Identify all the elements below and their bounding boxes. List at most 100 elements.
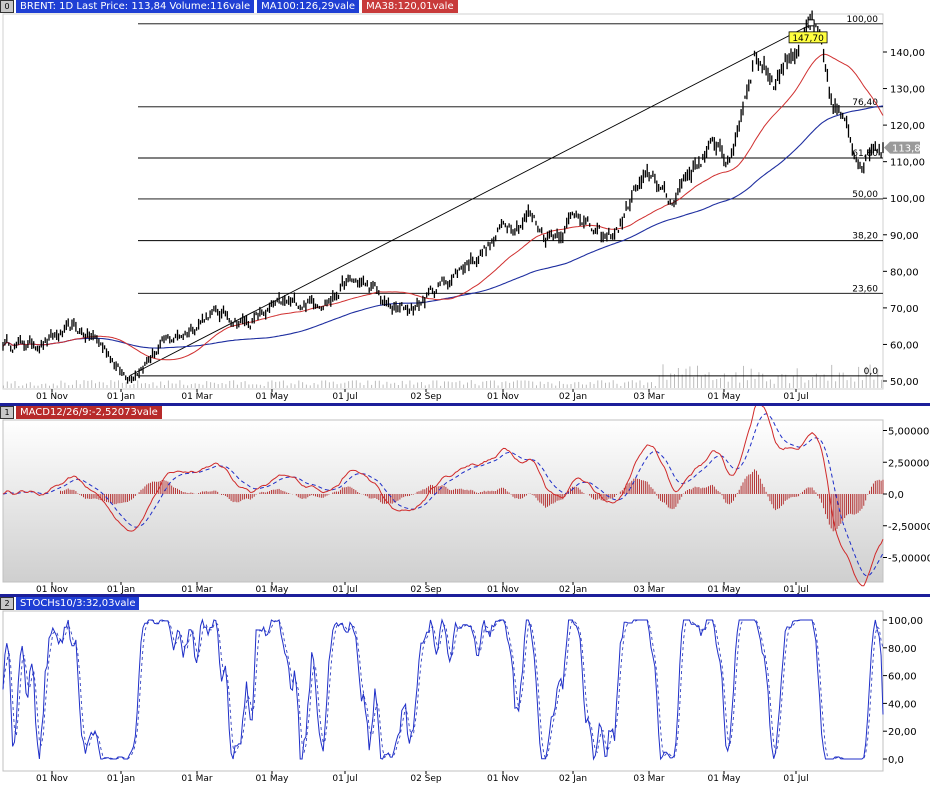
volume-bar [321, 380, 323, 388]
volume-bar [842, 372, 844, 388]
pane-divider[interactable] [0, 403, 930, 406]
volume-bar [854, 381, 856, 388]
volume-bar [141, 383, 142, 388]
y-tick-label: 130,00 [890, 85, 925, 96]
volume-bar [731, 376, 733, 388]
volume-bar [33, 385, 35, 388]
x-tick-label: 01 Mar [181, 392, 213, 402]
volume-bar [286, 385, 288, 388]
volume-bar [536, 385, 537, 388]
volume-bar [106, 385, 108, 388]
volume-bar [144, 383, 146, 388]
volume-bar [819, 376, 821, 388]
volume-bar [386, 381, 388, 388]
volume-bar [835, 381, 837, 388]
x-tick-label: 01 Jul [783, 392, 808, 402]
volume-bar [658, 375, 660, 388]
volume-bar [723, 373, 725, 388]
volume-bar [248, 384, 250, 388]
fib-label: 61,80 [852, 149, 878, 159]
volume-bar [785, 374, 787, 388]
volume-bars [3, 364, 883, 388]
x-tick-label: 01 Nov [36, 774, 69, 784]
stoch-y-axis: 100,00 80,00 60,00 40,00 20,00 0,0 [883, 616, 923, 766]
volume-bar [520, 380, 522, 388]
volume-bar [374, 380, 376, 388]
volume-bar [643, 385, 645, 388]
x-tick-label: 01 Jul [332, 392, 357, 402]
volume-bar [720, 378, 721, 388]
stoch-x-axis: 01 Nov 01 Jan 01 Mar 01 May 01 Jul 02 Sep 01 N… [36, 771, 809, 784]
volume-bar [309, 385, 311, 388]
ma38-label[interactable]: MA38:120,01vale [362, 0, 458, 13]
volume-bar [382, 384, 384, 388]
price-plot-area [2, 13, 884, 390]
volume-bar [171, 383, 173, 388]
macd-chart[interactable]: 5,00000 2,50000 0,0 -2,50000 -5,00000 01 Nov… [0, 406, 930, 596]
last-price-marker [884, 141, 920, 154]
volume-bar [631, 380, 633, 388]
volume-bar [436, 380, 438, 388]
ma100-label[interactable]: MA100:126,29vale [257, 0, 360, 13]
stoch-label[interactable]: STOCHs10/3:32,03vale [16, 597, 140, 610]
x-tick-label: 03 Mar [633, 774, 665, 784]
volume-bar [64, 382, 66, 388]
price-chart[interactable]: 100,00 76,40 61,80 50,00 38,20 23,60 0,0 140,0… [0, 0, 930, 404]
x-tick-label: 03 Mar [633, 585, 665, 595]
volume-bar [102, 382, 104, 388]
volume-bar [271, 380, 273, 388]
fib-label: 100,00 [847, 15, 879, 25]
volume-bar [160, 381, 162, 388]
volume-bar [424, 385, 426, 388]
volume-bar [612, 380, 614, 388]
volume-bar [677, 368, 679, 388]
y-tick-label: 5,00000 [888, 427, 929, 438]
volume-bar [164, 385, 165, 388]
volume-bar [98, 381, 100, 388]
volume-bar [815, 373, 817, 388]
volume-bar [474, 383, 476, 388]
panel-index[interactable]: 2 [0, 597, 14, 610]
ma38-line [2, 53, 884, 361]
volume-bar [743, 365, 744, 388]
volume-bar [700, 376, 702, 388]
y-tick-label: 0,0 [888, 490, 904, 501]
x-tick-label: 03 Mar [633, 392, 665, 402]
volume-bar [221, 383, 223, 388]
volume-bar [336, 384, 338, 388]
volume-bar [41, 384, 43, 388]
pane-divider[interactable] [0, 594, 930, 597]
peak-label: 147,70 [792, 34, 824, 44]
instrument-label[interactable]: BRENT: 1D Last Price: 113,84 Volume:116v… [16, 0, 255, 13]
panel-index[interactable]: 0 [0, 0, 14, 13]
volume-bar [478, 385, 480, 388]
volume-bar [187, 385, 189, 388]
volume-bar [367, 380, 369, 388]
volume-bar [608, 382, 610, 388]
volume-bar [562, 383, 564, 388]
x-tick-label: 02 Jan [559, 774, 587, 784]
y-tick-label: 140,00 [890, 48, 925, 59]
volume-bar [605, 382, 606, 388]
volume-bar [152, 382, 154, 388]
volume-bar [340, 383, 342, 388]
volume-bar [624, 382, 626, 388]
volume-bar [547, 381, 549, 388]
volume-bar [654, 386, 656, 388]
panel-index[interactable]: 1 [0, 406, 14, 419]
volume-bar [827, 380, 829, 388]
volume-bar [121, 382, 123, 388]
stoch-chart[interactable]: 100,00 80,00 60,00 40,00 20,00 0,0 01 Nov 01 J… [0, 597, 930, 786]
volume-bar [447, 381, 449, 388]
volume-bar [87, 380, 89, 388]
volume-bar [409, 380, 411, 388]
macd-label[interactable]: MACD12/26/9:-2,52073vale [16, 406, 162, 419]
volume-bar [589, 382, 591, 388]
volume-bar [804, 382, 806, 388]
volume-bar [440, 385, 442, 388]
y-tick-label: 80,00 [890, 267, 919, 278]
volume-bar [601, 380, 603, 388]
volume-bar [551, 383, 553, 388]
x-tick-label: 01 Jul [332, 585, 357, 595]
volume-bar [29, 382, 31, 388]
